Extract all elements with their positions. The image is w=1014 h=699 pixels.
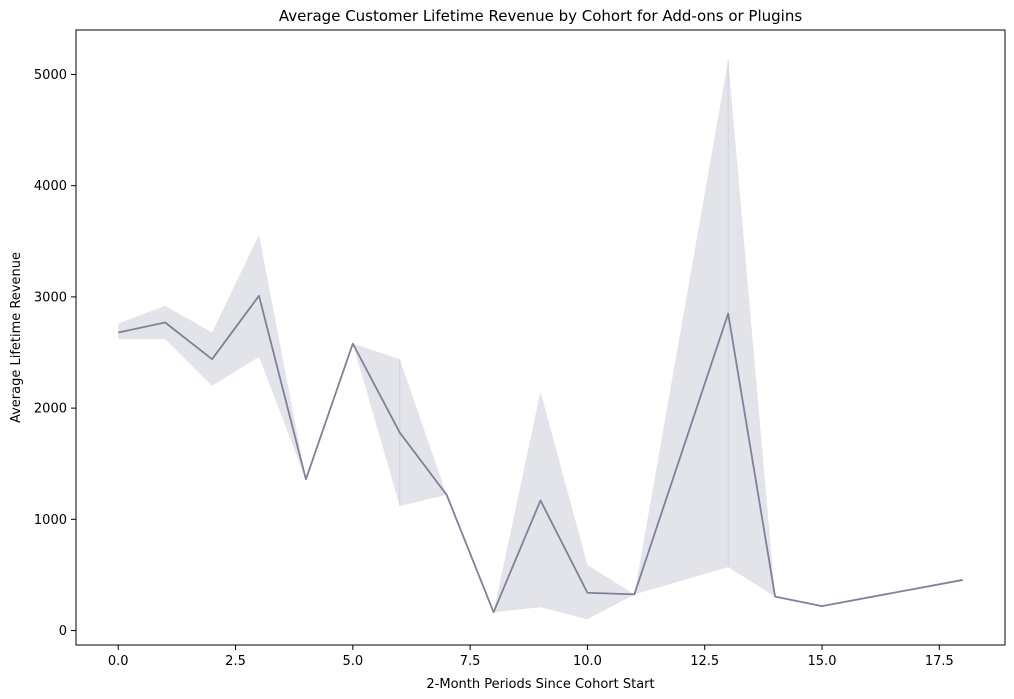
y-tick-label: 1000 <box>34 513 67 528</box>
confidence-band-0 <box>118 234 306 480</box>
x-tick-label: 12.5 <box>690 654 719 669</box>
y-tick-label: 4000 <box>34 179 67 194</box>
series-line <box>118 294 963 614</box>
x-tick-label: 0.0 <box>108 654 129 669</box>
y-axis: 0 1000 2000 3000 4000 5000 <box>34 68 76 639</box>
series-line-layer <box>118 294 963 614</box>
y-axis-label: Average Lifetime Revenue <box>9 252 24 423</box>
chart-title: Average Customer Lifetime Revenue by Coh… <box>279 7 803 25</box>
y-tick-label: 3000 <box>34 290 67 305</box>
x-tick-label: 10.0 <box>573 654 602 669</box>
x-tick-label: 7.5 <box>460 654 481 669</box>
confidence-band-2 <box>493 60 776 620</box>
x-tick-label: 15.0 <box>808 654 837 669</box>
x-tick-label: 17.5 <box>925 654 954 669</box>
y-tick-label: 5000 <box>34 68 67 83</box>
x-axis: 0.0 2.5 5.0 7.5 10.0 12.5 15.0 17.5 <box>108 645 954 669</box>
confidence-band-layer <box>118 60 776 620</box>
plot-frame <box>75 29 1006 646</box>
x-tick-label: 5.0 <box>342 654 363 669</box>
x-axis-label: 2-Month Periods Since Cohort Start <box>426 677 654 692</box>
x-tick-label: 2.5 <box>225 654 246 669</box>
y-tick-label: 0 <box>59 624 67 639</box>
y-tick-label: 2000 <box>34 402 67 417</box>
